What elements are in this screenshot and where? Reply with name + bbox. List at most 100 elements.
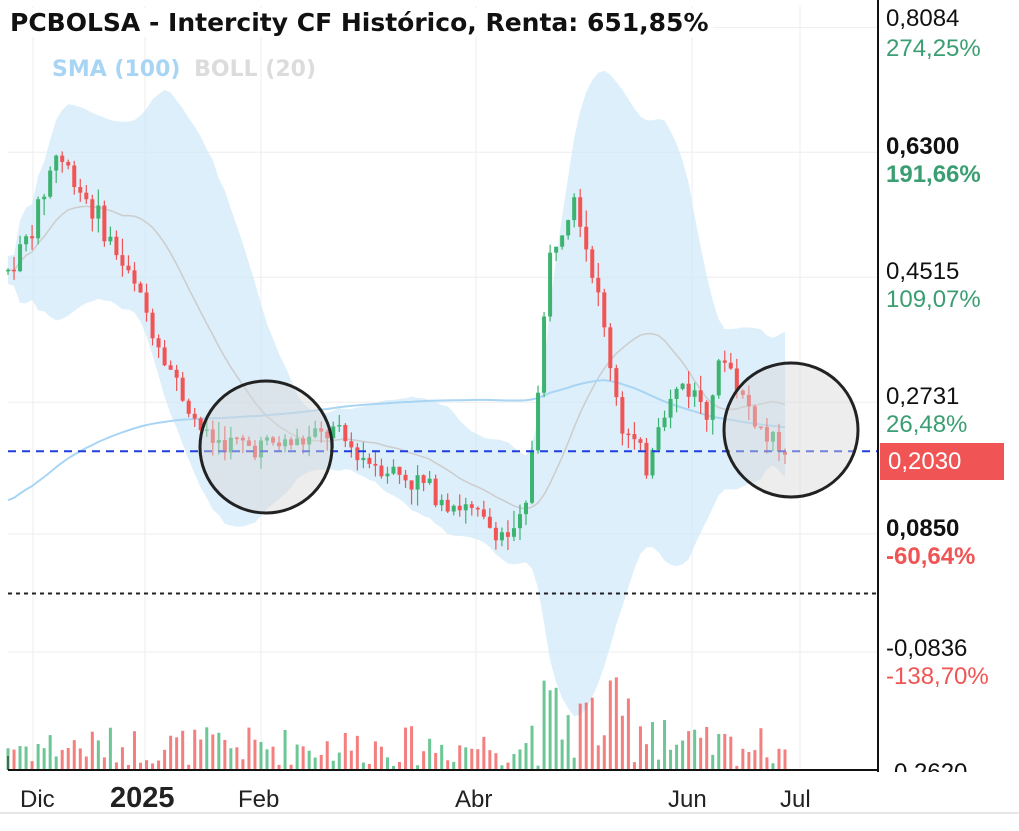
volume-bar xyxy=(229,748,233,770)
volume-bar xyxy=(626,698,630,770)
candle-body xyxy=(180,377,185,401)
volume-bar xyxy=(548,690,552,770)
candle-body xyxy=(716,360,721,396)
candle-body xyxy=(463,504,468,511)
volume-bar xyxy=(169,735,173,770)
volume-bar xyxy=(446,760,450,770)
candle-body xyxy=(126,265,131,271)
candle-body xyxy=(48,170,53,197)
volume-bar xyxy=(367,763,371,770)
candle-body xyxy=(271,437,276,443)
volume-bar xyxy=(54,756,58,770)
candle-body xyxy=(54,155,59,171)
candle-body xyxy=(445,499,450,512)
volume-bar xyxy=(108,727,112,770)
volume-bar xyxy=(614,677,618,770)
candle-body xyxy=(764,426,769,442)
candle-body xyxy=(674,388,679,399)
candle-body xyxy=(650,449,655,476)
volume-bar xyxy=(373,741,377,770)
volume-bar xyxy=(30,761,34,770)
candle-body xyxy=(361,457,366,461)
volume-bar xyxy=(596,745,600,770)
candle-body xyxy=(439,499,444,506)
candle-body xyxy=(319,428,324,432)
candle-body xyxy=(337,424,342,427)
candle-body xyxy=(421,475,426,483)
volume-bar xyxy=(638,726,642,770)
candle-body xyxy=(222,440,227,453)
candle-body xyxy=(198,418,203,431)
candle-body xyxy=(204,429,209,431)
volume-bar xyxy=(476,749,480,770)
candle-body xyxy=(349,441,354,448)
y-tick-price-4: 0,0850 xyxy=(886,515,960,542)
candle-body xyxy=(96,205,101,219)
volume-bar xyxy=(398,762,402,770)
candle-body xyxy=(566,220,571,236)
candle-body xyxy=(776,431,781,452)
volume-bar xyxy=(36,743,40,770)
candle-body xyxy=(758,426,763,429)
volume-bar xyxy=(349,750,353,770)
candle-body xyxy=(517,514,522,529)
candle-body xyxy=(740,390,745,395)
candle-body xyxy=(638,439,643,443)
candle-body xyxy=(192,413,197,419)
y-tick-pct-4: -60,64% xyxy=(886,543,976,570)
volume-bar xyxy=(253,739,257,770)
y-tick-pct-0: 274,25% xyxy=(886,35,981,62)
volume-bar xyxy=(783,749,787,770)
volume-bar xyxy=(60,749,64,770)
candle-body xyxy=(542,316,547,393)
volume-bar xyxy=(536,765,540,770)
candle-body xyxy=(734,368,739,391)
candle-body xyxy=(656,427,661,450)
volume-bar xyxy=(620,715,624,770)
volume-bar xyxy=(193,729,197,770)
candle-body xyxy=(186,400,191,414)
y-tick-pct-2: 109,07% xyxy=(886,286,981,313)
volume-bar xyxy=(199,739,203,770)
x-label-jul: Jul xyxy=(780,786,811,813)
volume-bar xyxy=(681,740,685,770)
volume-bar xyxy=(48,735,52,770)
candle-body xyxy=(313,428,318,437)
volume-bar xyxy=(494,753,498,770)
candle-body xyxy=(162,347,167,366)
y-tick-price-1: 0,6300 xyxy=(886,133,960,160)
y-tick-price-3: 0,2731 xyxy=(886,383,960,410)
candle-body xyxy=(216,440,221,443)
volume-bar xyxy=(163,749,167,770)
candle-body xyxy=(331,426,336,439)
candle-body xyxy=(210,429,215,443)
candle-body xyxy=(668,398,673,418)
x-label-dic: Dic xyxy=(20,786,55,813)
candle-body xyxy=(295,438,300,446)
candle-body xyxy=(493,527,498,541)
y-tick-pct-5: -138,70% xyxy=(886,663,989,690)
y-tick-pct-1: 191,66% xyxy=(886,161,981,188)
candle-body xyxy=(475,507,480,510)
volume-bar xyxy=(102,757,106,770)
sma-line xyxy=(7,379,786,502)
volume-bar xyxy=(572,757,576,770)
candle-body xyxy=(132,270,137,284)
legend-sma[interactable]: SMA (100) xyxy=(52,57,181,82)
volume-bar xyxy=(343,732,347,770)
candle-body xyxy=(240,437,245,441)
candle-body xyxy=(499,532,504,541)
candle-body xyxy=(620,397,625,434)
chart-title: PCBOLSA - Intercity CF Histórico, Renta:… xyxy=(6,8,713,37)
volume-bar xyxy=(530,725,534,770)
volume-bar xyxy=(205,727,209,770)
volume-bar xyxy=(139,762,143,770)
candle-body xyxy=(614,368,619,398)
candle-body xyxy=(403,474,408,481)
candle-body xyxy=(560,235,565,247)
legend-boll[interactable]: BOLL (20) xyxy=(194,57,317,82)
volume-bar xyxy=(319,754,323,770)
candle-body xyxy=(18,244,23,272)
candle-body xyxy=(66,161,71,166)
